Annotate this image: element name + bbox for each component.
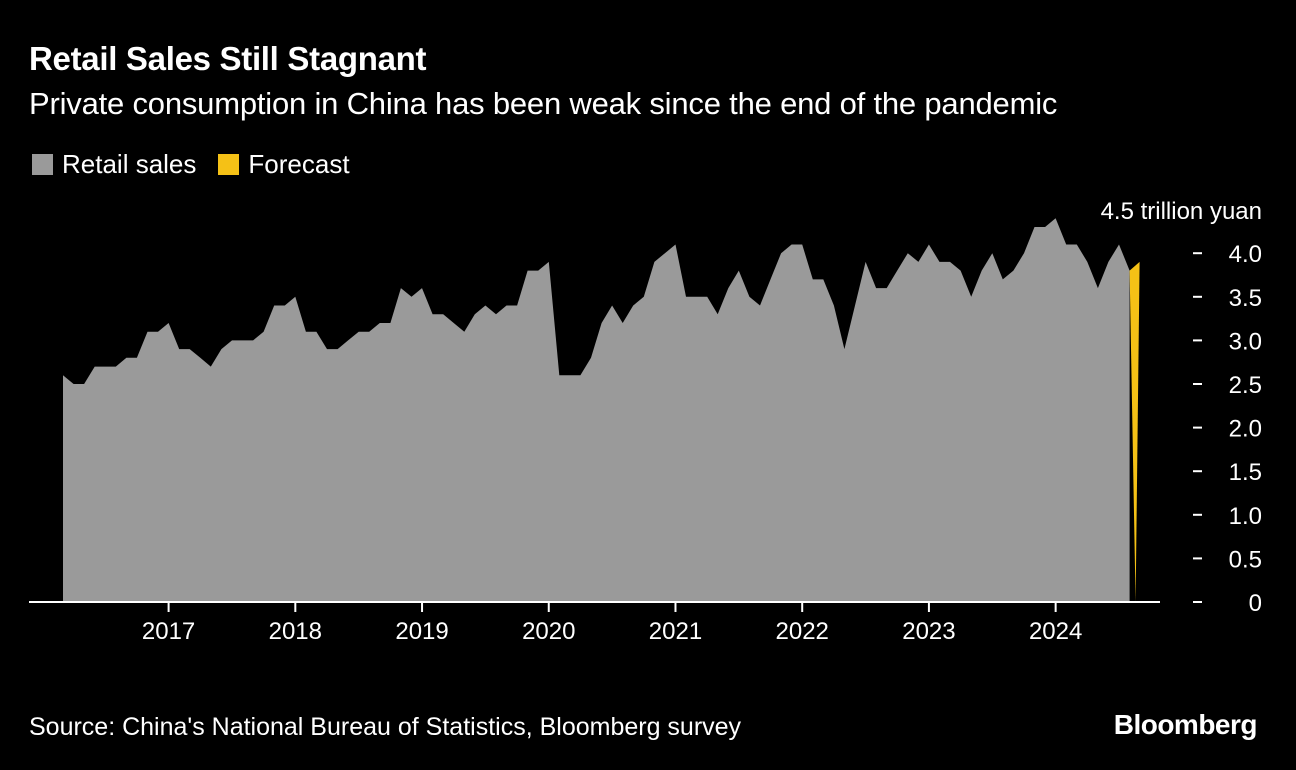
y-tick-label-0: 0 [1249, 590, 1262, 617]
y-tick-label-2.5: 2.5 [1229, 372, 1262, 399]
x-tick-label-2023: 2023 [902, 618, 955, 645]
x-tick-label-2019: 2019 [395, 618, 448, 645]
legend-swatch-retail [32, 154, 53, 175]
legend-label-retail: Retail sales [62, 149, 197, 179]
chart-subtitle: Private consumption in China has been we… [29, 86, 1058, 121]
y-tick-label-4.0: 4.0 [1229, 241, 1262, 268]
forecast-area [1129, 261, 1140, 602]
brand-logo: Bloomberg [1113, 709, 1258, 740]
source-note: Source: China's National Bureau of Stati… [29, 713, 742, 741]
legend-label-forecast: Forecast [248, 149, 350, 179]
y-tick-label-1.5: 1.5 [1229, 459, 1262, 486]
y-tick-label-1.0: 1.0 [1229, 503, 1262, 530]
y-unit-label: 4.5 trillion yuan [1101, 198, 1262, 225]
y-tick-label-3.0: 3.0 [1229, 328, 1262, 355]
legend-item-forecast: Forecast [218, 149, 350, 180]
legend: Retail sales Forecast [32, 149, 372, 180]
chart-title: Retail Sales Still Stagnant [29, 40, 427, 77]
x-tick-label-2024: 2024 [1029, 618, 1082, 645]
legend-item-retail: Retail sales [32, 149, 196, 180]
y-tick-label-3.5: 3.5 [1229, 285, 1262, 312]
legend-swatch-forecast [218, 154, 240, 175]
y-tick-label-2.0: 2.0 [1229, 416, 1262, 443]
x-tick-label-2020: 2020 [522, 618, 575, 645]
x-tick-label-2021: 2021 [649, 618, 702, 645]
x-tick-label-2018: 2018 [269, 618, 322, 645]
retail-sales-area [63, 218, 1130, 603]
y-tick-label-0.5: 0.5 [1229, 546, 1262, 573]
x-tick-label-2022: 2022 [776, 618, 829, 645]
x-tick-label-2017: 2017 [142, 618, 195, 645]
